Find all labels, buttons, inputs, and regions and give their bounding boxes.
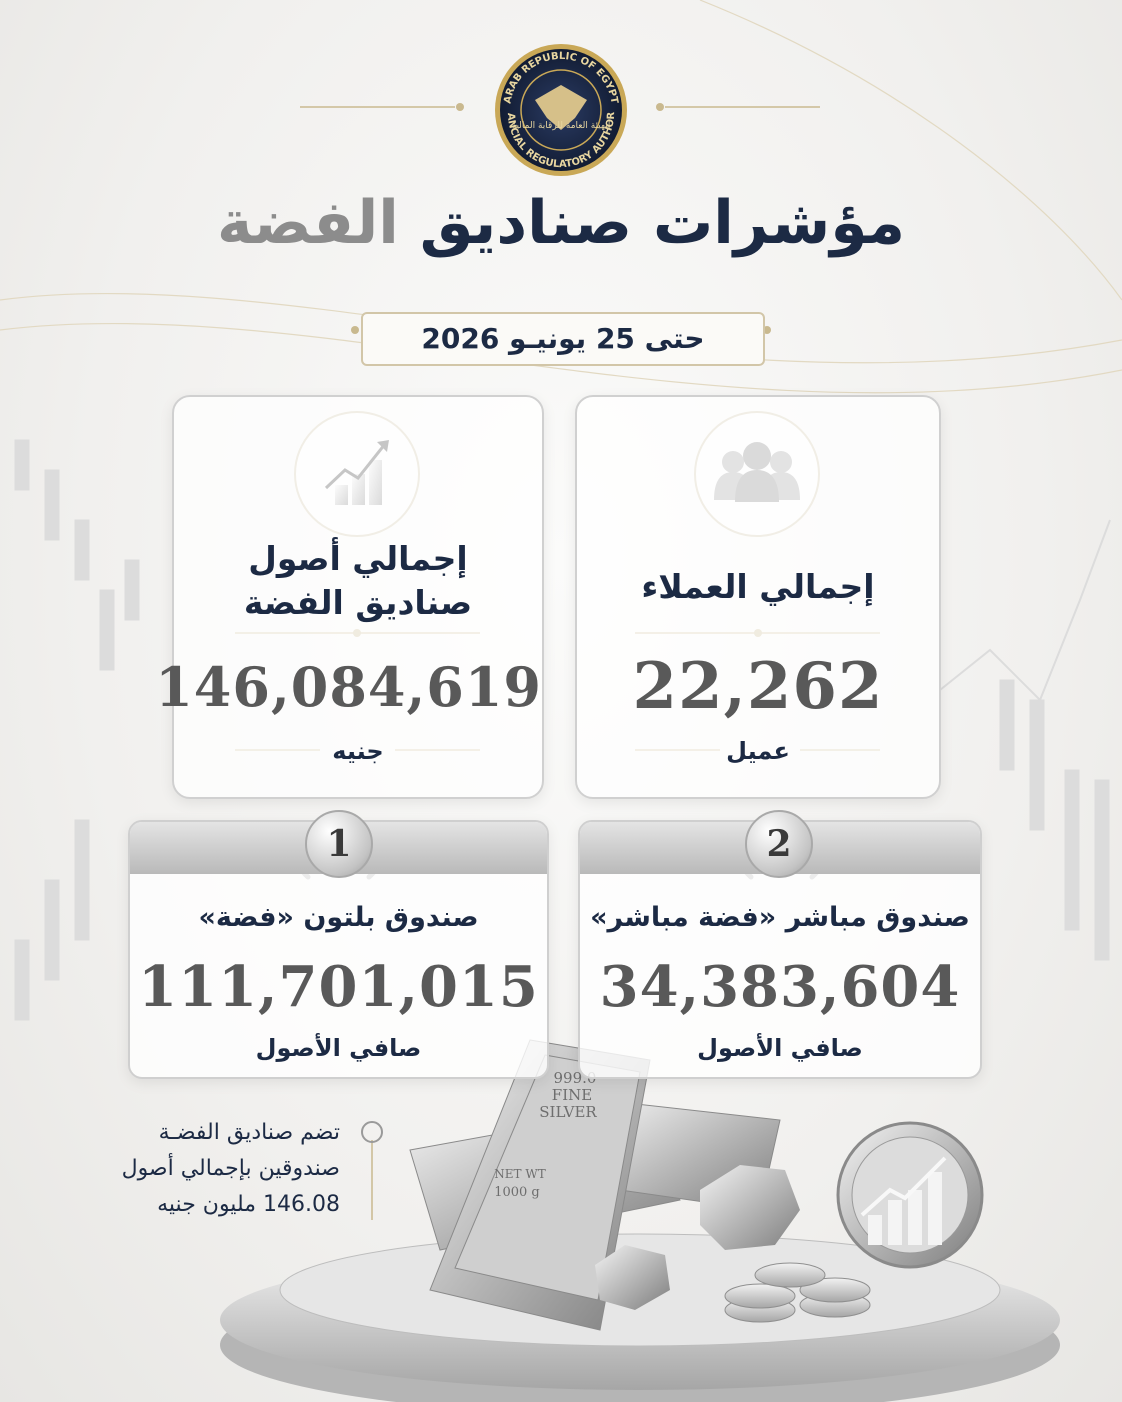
fund-rank: 1 (305, 810, 373, 878)
logo: ARAB REPUBLIC OF EGYPT FINANCIAL REGULAT… (0, 0, 627, 176)
note: تضم صناديق الفضـة صندوقين بإجمالي أصول 1… (60, 1115, 340, 1223)
coin-growth (836, 1121, 984, 1269)
fund-value: 34,383,604 (599, 954, 961, 1020)
title-highlight: الفضة (217, 188, 399, 258)
title: مؤشرات صناديق الفضة (0, 188, 1122, 258)
bar-text: 1000 g (494, 1185, 540, 1200)
bar-text: FINE (552, 1086, 592, 1104)
fund-name: صندوق بلتون «فضة» (198, 902, 479, 933)
silver-bars (409, 1039, 781, 1331)
date: حتى 25 يونيـو 2026 (361, 312, 765, 366)
note-line: تضم صناديق الفضـة (158, 1120, 340, 1145)
fund-label: صافي الأصول (255, 1034, 422, 1062)
note-line: صندوقين بإجمالي أصول (121, 1156, 340, 1181)
note-star (361, 1121, 383, 1143)
fund-card: صندوق مباشر «فضة مباشر» 34,383,604 صافي … (578, 820, 982, 1079)
card-assets: إجمالي أصول صناديق الفضة 146,084,619 جني… (155, 395, 544, 799)
card-clients: إجمالي العملاء 22,262 عميل (575, 395, 941, 799)
note-line: 146.08 مليون جنيه (157, 1192, 340, 1217)
card-title: إجمالي أصول صناديق الفضة (174, 537, 542, 625)
bg-candles (14, 439, 1111, 1021)
coins (724, 1262, 871, 1323)
nuggets (595, 1165, 800, 1310)
fund-rank: 2 (745, 810, 813, 878)
card-value: 146,084,619 (155, 655, 542, 719)
logo-arabic: الهيئة العامة للرقابة المالية (512, 121, 611, 131)
card-unit: جنيه (332, 737, 384, 765)
card-title-line: صناديق الفضة (243, 583, 473, 622)
bar-text: SILVER (539, 1103, 597, 1121)
card-title-line: إجمالي أصول (248, 539, 468, 578)
bar-text: NET WT (494, 1167, 545, 1181)
card-title: إجمالي العملاء (641, 567, 875, 606)
fund-label: صافي الأصول (697, 1034, 863, 1062)
title-main: مؤشرات صناديق (419, 188, 905, 258)
fund-value: 111,701,015 (138, 954, 539, 1020)
card-value: 22,262 (632, 649, 884, 724)
card-unit: عميل (726, 737, 790, 765)
fund-name: صندوق مباشر «فضة مباشر» (590, 902, 970, 933)
